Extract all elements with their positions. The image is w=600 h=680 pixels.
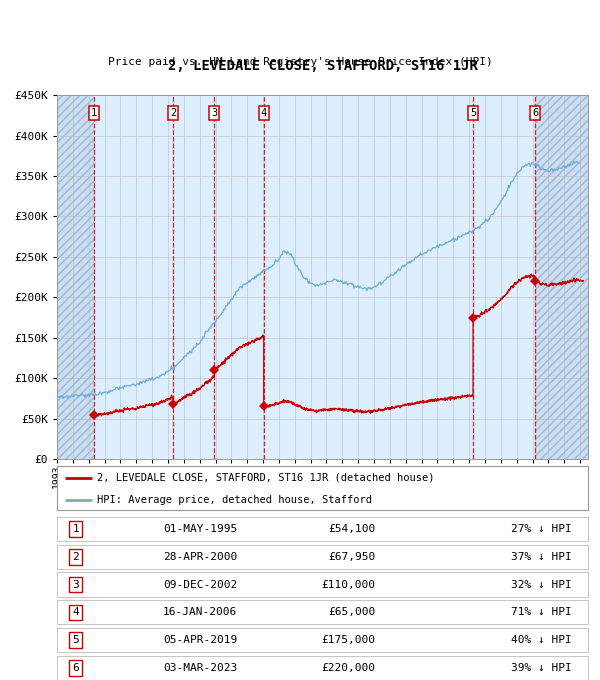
- Text: 2, LEVEDALE CLOSE, STAFFORD, ST16 1JR (detached house): 2, LEVEDALE CLOSE, STAFFORD, ST16 1JR (d…: [97, 473, 434, 483]
- Text: 28-APR-2000: 28-APR-2000: [163, 551, 238, 562]
- Text: 27% ↓ HPI: 27% ↓ HPI: [511, 524, 572, 534]
- Text: 2: 2: [72, 551, 79, 562]
- Text: 16-JAN-2006: 16-JAN-2006: [163, 607, 238, 617]
- Text: 1: 1: [72, 524, 79, 534]
- Text: 2: 2: [170, 108, 176, 118]
- Text: 4: 4: [260, 108, 267, 118]
- Text: 40% ↓ HPI: 40% ↓ HPI: [511, 635, 572, 645]
- Text: 05-APR-2019: 05-APR-2019: [163, 635, 238, 645]
- Bar: [57, 95, 94, 459]
- Text: 6: 6: [72, 663, 79, 673]
- Bar: [535, 95, 588, 459]
- Text: 39% ↓ HPI: 39% ↓ HPI: [511, 663, 572, 673]
- Text: £175,000: £175,000: [322, 635, 376, 645]
- Text: 5: 5: [470, 108, 476, 118]
- Text: £54,100: £54,100: [328, 524, 376, 534]
- Text: 1: 1: [91, 108, 97, 118]
- Text: 3: 3: [72, 579, 79, 590]
- Text: 5: 5: [72, 635, 79, 645]
- Text: HPI: Average price, detached house, Stafford: HPI: Average price, detached house, Staf…: [97, 495, 372, 505]
- Text: 71% ↓ HPI: 71% ↓ HPI: [511, 607, 572, 617]
- Text: £67,950: £67,950: [328, 551, 376, 562]
- Text: 32% ↓ HPI: 32% ↓ HPI: [511, 579, 572, 590]
- Text: £65,000: £65,000: [328, 607, 376, 617]
- Text: 37% ↓ HPI: 37% ↓ HPI: [511, 551, 572, 562]
- Text: 01-MAY-1995: 01-MAY-1995: [163, 524, 238, 534]
- Text: 4: 4: [72, 607, 79, 617]
- Text: Price paid vs. HM Land Registry's House Price Index (HPI): Price paid vs. HM Land Registry's House …: [107, 56, 493, 67]
- Text: 09-DEC-2002: 09-DEC-2002: [163, 579, 238, 590]
- Title: 2, LEVEDALE CLOSE, STAFFORD, ST16 1JR: 2, LEVEDALE CLOSE, STAFFORD, ST16 1JR: [167, 59, 478, 73]
- Text: 03-MAR-2023: 03-MAR-2023: [163, 663, 238, 673]
- Text: 3: 3: [211, 108, 218, 118]
- Text: £110,000: £110,000: [322, 579, 376, 590]
- Text: £220,000: £220,000: [322, 663, 376, 673]
- Text: 6: 6: [532, 108, 538, 118]
